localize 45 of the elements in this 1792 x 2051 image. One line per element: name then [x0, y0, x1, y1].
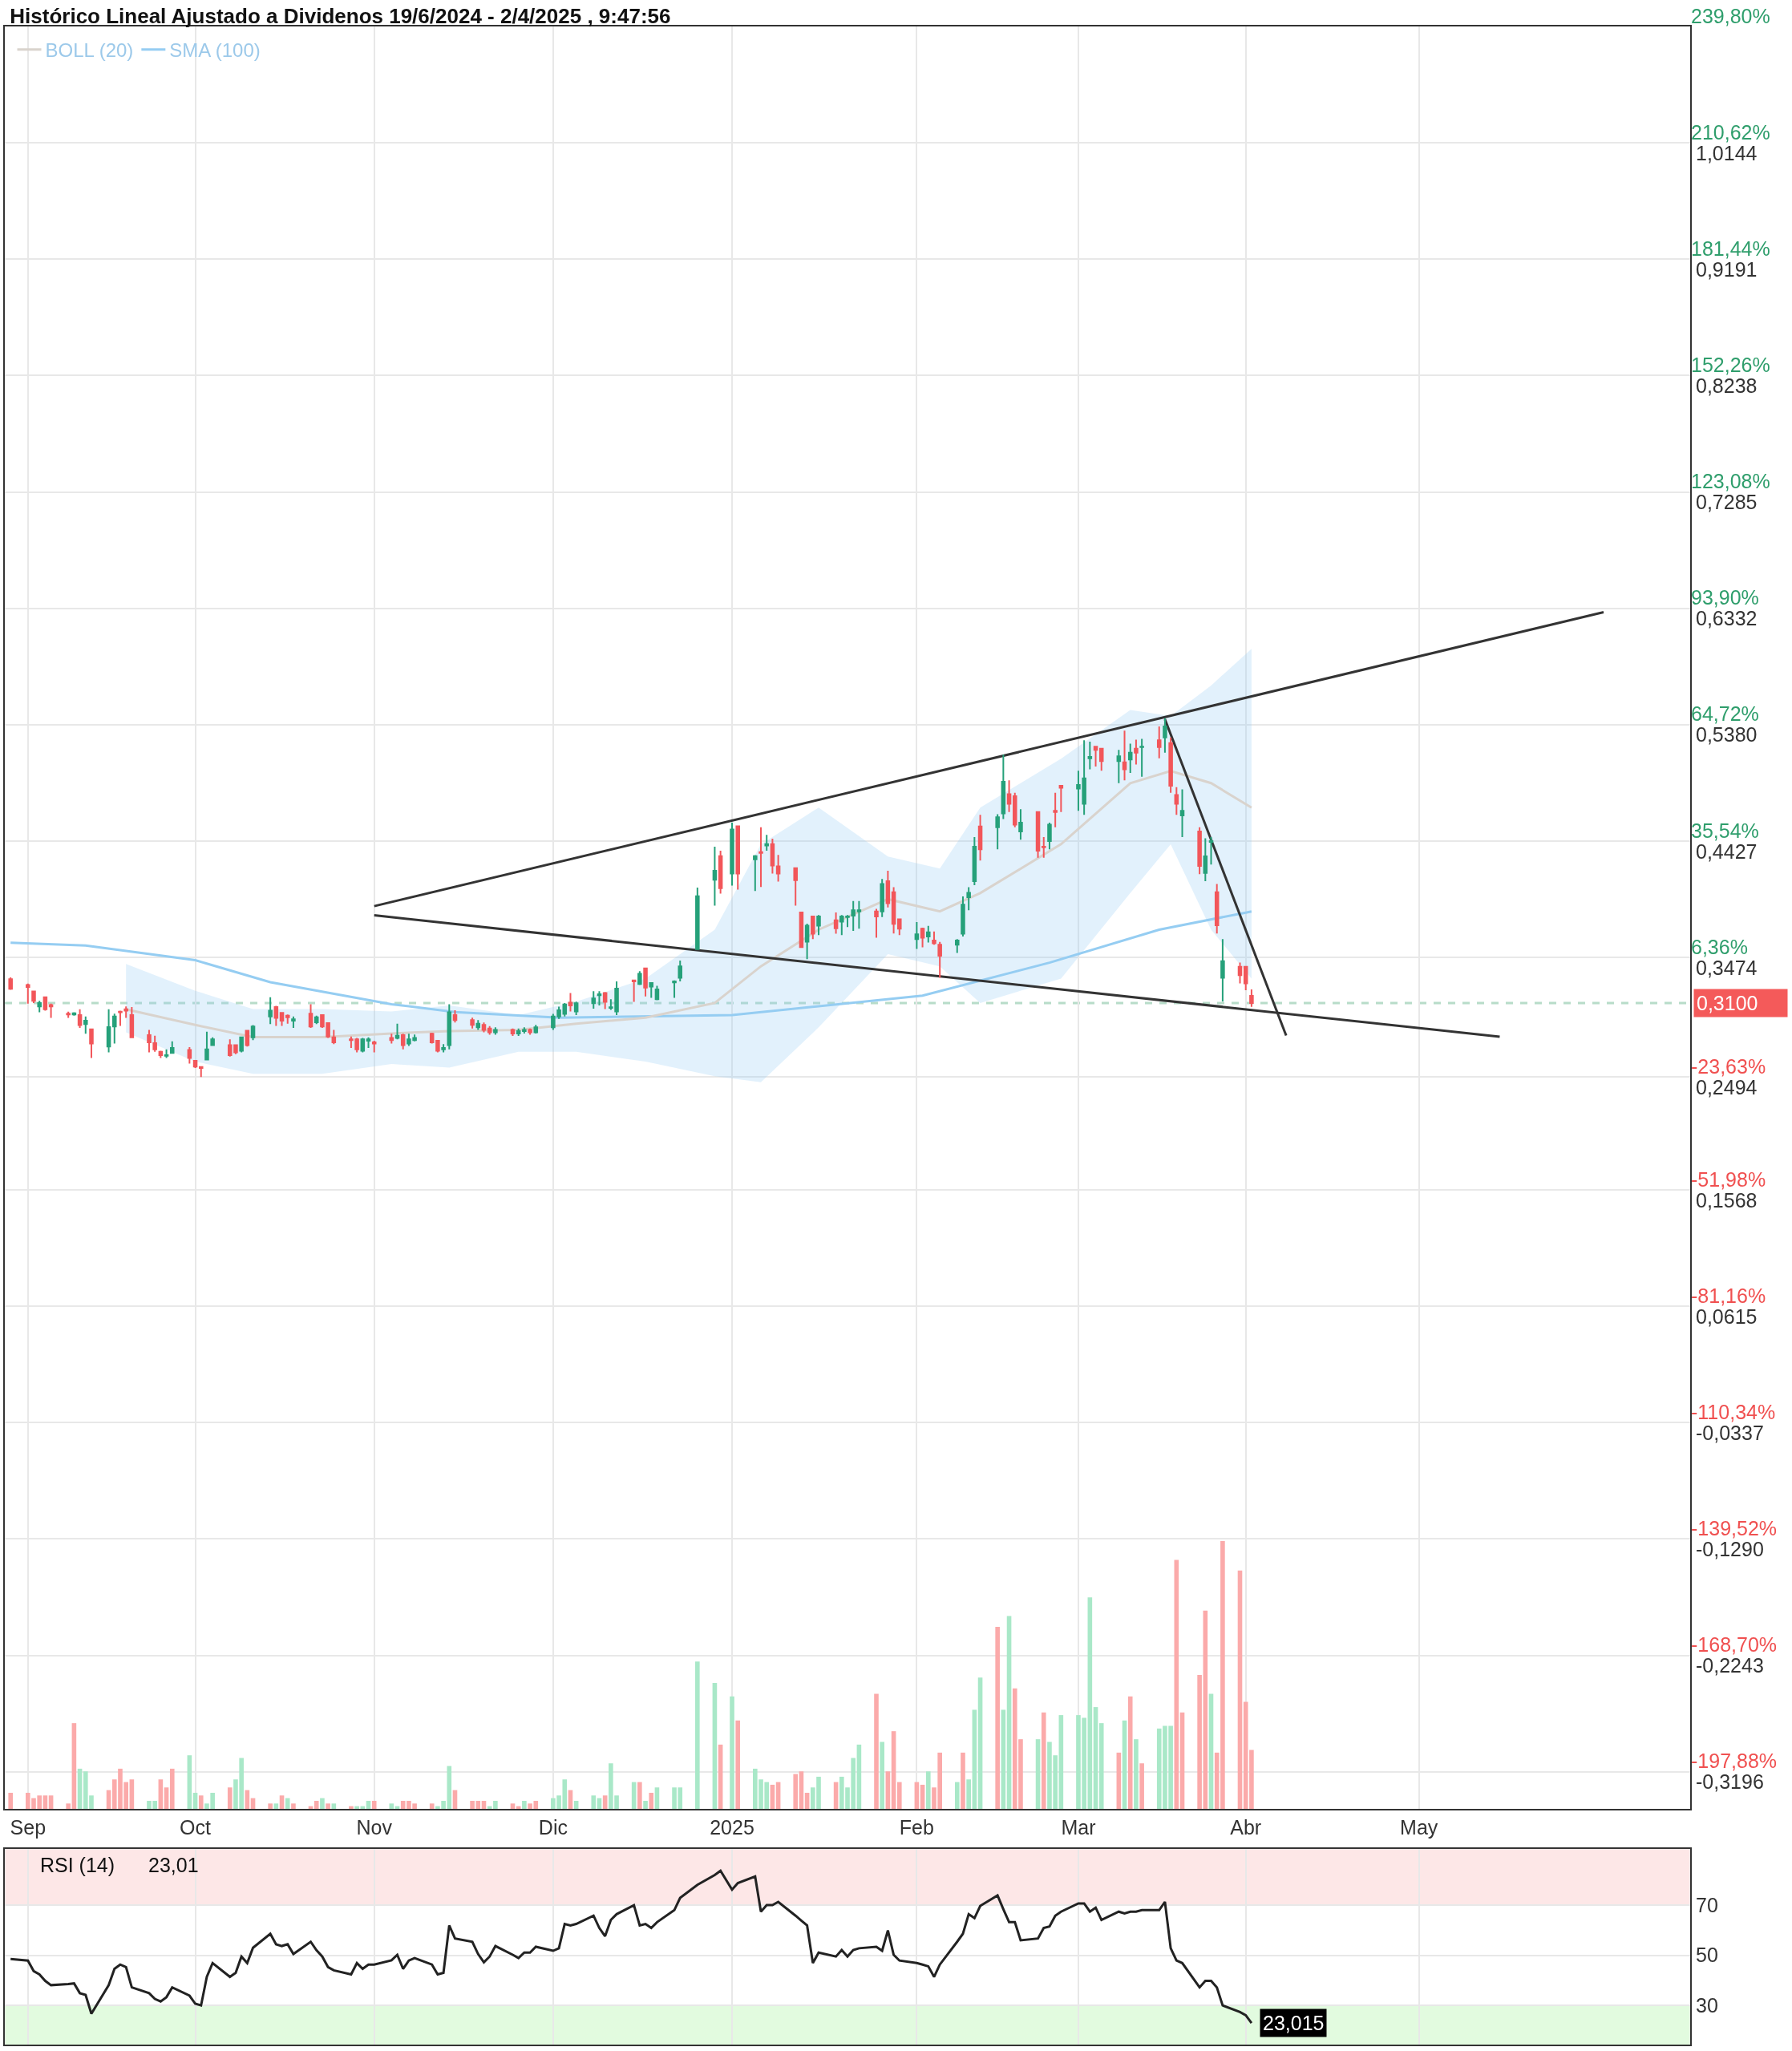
x-tick-label: Feb [899, 1816, 934, 1839]
annotation: 23,015 [1263, 2012, 1325, 2034]
ref-line-label: 0,3100 [1697, 992, 1758, 1014]
y-tick-label: 0,8238 [1696, 374, 1758, 398]
y-tick-label: 0,7285 [1696, 491, 1758, 514]
annotation: 23,01 [148, 1854, 199, 1876]
y2-tick-label: -168,70% [1691, 1633, 1778, 1657]
y-tick-label: -0,3196 [1696, 1770, 1764, 1794]
y2-tick-label: 6,36% [1691, 935, 1748, 958]
y2-tick-label: 210,62% [1691, 120, 1770, 144]
y-tick-label: 0,0615 [1696, 1305, 1758, 1329]
x-tick-label: Nov [356, 1816, 393, 1839]
y-tick-label: -0,2243 [1696, 1654, 1764, 1677]
y2-tick-label: 35,54% [1691, 819, 1759, 842]
legend-label: BOLL (20) [45, 39, 134, 62]
x-tick-label: Sep [10, 1816, 47, 1839]
legend-label: SMA (100) [169, 39, 261, 62]
y-tick-label: 30 [1696, 1993, 1718, 2017]
y2-tick-label: 181,44% [1691, 237, 1770, 260]
y-tick-label: 70 [1696, 1893, 1718, 1916]
x-tick-label: Abr [1230, 1816, 1262, 1839]
y2-tick-label: -197,88% [1691, 1750, 1778, 1773]
x-tick-label: 2025 [710, 1816, 754, 1839]
y2-tick-label: 123,08% [1691, 470, 1770, 493]
y-tick-label: -0,0337 [1696, 1422, 1764, 1445]
y2-tick-label: -23,63% [1691, 1054, 1766, 1078]
y-tick-label: 0,6332 [1696, 607, 1758, 630]
x-tick-label: May [1400, 1816, 1438, 1839]
y-tick-label: 0,9191 [1696, 258, 1758, 281]
y2-tick-label: -81,16% [1691, 1284, 1766, 1307]
y2-tick-label: 93,90% [1691, 586, 1759, 609]
y2-tick-label: 152,26% [1691, 354, 1770, 377]
y-tick-label: 50 [1696, 1944, 1718, 1967]
y2-tick-label: -139,52% [1691, 1517, 1778, 1540]
annotation: RSI (14) [40, 1854, 115, 1876]
x-tick-label: Mar [1061, 1816, 1096, 1839]
y2-tick-label: -110,34% [1691, 1401, 1776, 1424]
y-tick-label: -0,1290 [1696, 1538, 1764, 1561]
y2-tick-label: -51,98% [1691, 1167, 1766, 1191]
y2-tick-label: 239,80% [1691, 4, 1770, 27]
y-tick-label: 0,5380 [1696, 723, 1758, 746]
x-tick-label: Dic [538, 1816, 568, 1839]
x-tick-label: Oct [180, 1816, 212, 1839]
y2-tick-label: 64,72% [1691, 702, 1759, 726]
chart-title: Histórico Lineal Ajustado a Dividenos 19/6/2024 - 2/4/2025 , 9:47:56 [10, 3, 671, 28]
